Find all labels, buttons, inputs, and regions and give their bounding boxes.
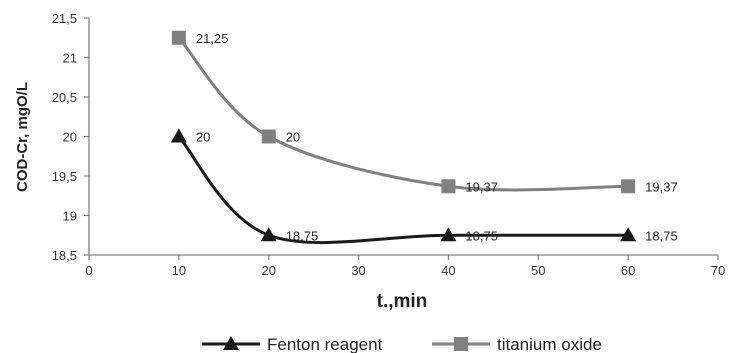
data-label-titanium-oxide: 19,37 [465,179,498,194]
y-tick-label: 19 [63,209,77,224]
point-fenton-reagent [440,227,457,242]
x-tick-label: 20 [261,263,275,278]
point-titanium-oxide [171,30,186,45]
y-tick-label: 20,5 [52,90,77,105]
y-tick-label: 18,5 [52,248,77,263]
point-fenton-reagent [620,227,637,242]
x-tick-label: 50 [531,263,545,278]
point-titanium-oxide [261,129,276,144]
x-axis-ticks: 0 10 20 30 40 50 60 70 [85,255,725,278]
legend-marker-titanium-oxide [454,337,468,351]
point-fenton-reagent [260,227,277,242]
chart-series [170,30,637,245]
y-tick-label: 19,5 [52,169,77,184]
x-tick-label: 0 [85,263,92,278]
data-label-fenton-reagent: 18,75 [465,228,498,243]
data-label-titanium-oxide: 19,37 [645,179,678,194]
data-labels: 21,25 20 19,37 19,37 20 18,75 18,75 18,75 [196,31,678,244]
x-tick-label: 10 [172,263,186,278]
point-fenton-reagent [170,128,187,143]
y-tick-label: 21,5 [52,11,77,26]
data-label-titanium-oxide: 21,25 [196,31,229,46]
legend-label-fenton-reagent: Fenton reagent [267,335,383,353]
data-label-fenton-reagent: 18,75 [645,228,678,243]
x-tick-label: 40 [441,263,455,278]
legend: Fenton reagent titanium oxide [202,335,602,353]
y-tick-label: 21 [63,51,77,66]
legend-marker-fenton-reagent [223,336,239,350]
x-axis-title: t.,min [377,291,428,312]
data-label-fenton-reagent: 20 [196,130,210,145]
series-line-fenton-reagent [177,135,629,245]
y-axis-ticks: 18,5 19 19,5 20 20,5 21 21,5 [52,11,89,263]
data-label-titanium-oxide: 20 [286,130,300,145]
legend-label-titanium-oxide: titanium oxide [497,335,602,353]
series-line-titanium-oxide [177,36,629,192]
x-tick-label: 30 [351,263,365,278]
x-tick-label: 70 [711,263,725,278]
point-titanium-oxide [621,179,636,194]
data-label-fenton-reagent: 18,75 [286,228,319,243]
x-tick-label: 60 [621,263,635,278]
point-titanium-oxide [441,179,456,194]
y-axis-title: COD-Cr, mgO/L [14,82,31,192]
y-tick-label: 20 [63,130,77,145]
